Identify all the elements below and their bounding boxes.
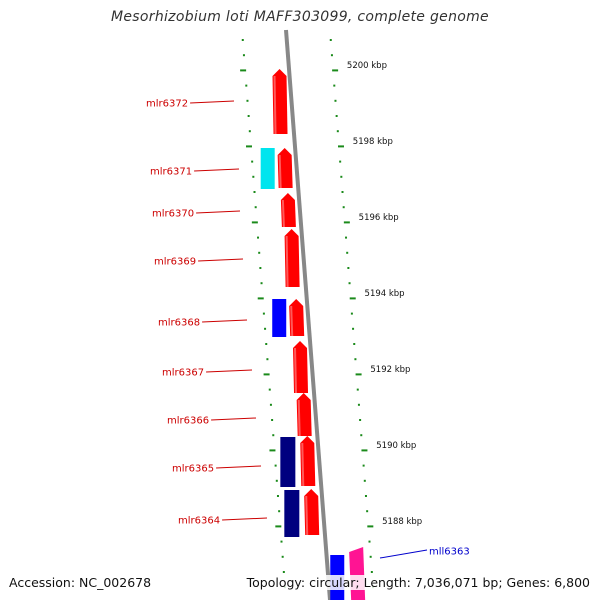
strand-block [284, 490, 300, 537]
label-leader [194, 168, 240, 172]
gene-arrow-mlr6369 [284, 229, 300, 287]
position-label: 5190 kbp [376, 441, 416, 451]
gene-label-mlr6365[interactable]: mlr6365 [172, 464, 214, 475]
accession-text: Accession: NC_002678 [9, 575, 152, 590]
gene-arrow-mlr6364 [304, 489, 320, 535]
position-label: 5194 kbp [365, 289, 405, 299]
gene-arrow-mlr6367 [293, 341, 309, 393]
position-labels: 5200 kbp 5198 kbp 5196 kbp 5194 kbp 5192 kbp… [347, 61, 422, 527]
label-leader [202, 319, 248, 323]
label-leader [190, 100, 235, 104]
map-title: Mesorhizobium loti MAFF303099, complete … [111, 9, 489, 25]
gene-arrow-mlr6366 [296, 393, 312, 436]
gene-label-mll6363[interactable]: mll6363 [429, 547, 470, 558]
gene-highlight [305, 495, 309, 536]
tick-track-right [329, 39, 375, 589]
gene-labels: mlr6372 mlr6371 mlr6370 mlr6369 mlr6368 mlr63… [146, 99, 470, 558]
gene-highlight [285, 235, 289, 288]
strand-block [260, 148, 275, 189]
position-label: 5200 kbp [347, 61, 387, 71]
gene-arrow-mlr6368 [289, 299, 305, 336]
position-label: 5198 kbp [353, 137, 393, 147]
position-label: 5188 kbp [382, 517, 422, 527]
label-leader [216, 465, 262, 469]
gene-label-mlr6367[interactable]: mlr6367 [162, 368, 204, 379]
strand-block [280, 437, 296, 487]
gene-arrow-mlr6371 [277, 148, 293, 188]
label-leader [211, 417, 257, 421]
label-leader [222, 517, 268, 521]
gene-label-mlr6368[interactable]: mlr6368 [158, 318, 200, 329]
label-leader [196, 210, 241, 214]
gene-label-mlr6366[interactable]: mlr6366 [167, 416, 209, 427]
gene-label-mlr6371[interactable]: mlr6371 [150, 167, 192, 178]
gene-highlight [281, 199, 285, 228]
gene-highlight [278, 154, 282, 189]
strand-block [272, 299, 287, 337]
gene-highlight [297, 399, 301, 437]
position-label: 5196 kbp [359, 213, 399, 223]
genome-summary: Topology: circular; Length: 7,036,071 bp… [246, 575, 590, 590]
label-leader [198, 258, 244, 262]
gene-label-mlr6372[interactable]: mlr6372 [146, 99, 188, 110]
gene-highlight [294, 347, 298, 394]
gene-label-mlr6369[interactable]: mlr6369 [154, 257, 196, 268]
genome-backbone [284, 29, 332, 600]
gene-highlight [273, 75, 277, 135]
gene-label-mlr6364[interactable]: mlr6364 [178, 516, 220, 527]
gene-arrow-mlr6365 [300, 436, 316, 486]
label-leader [379, 549, 428, 559]
gene-arrows [272, 69, 366, 600]
gene-arrow-mll6363 [349, 547, 366, 600]
label-leader [206, 369, 253, 373]
gene-highlight [301, 442, 305, 487]
gene-arrow-mlr6370 [280, 193, 296, 227]
position-label: 5192 kbp [370, 365, 410, 375]
gene-highlight [290, 305, 294, 337]
gene-arrow-mlr6372 [272, 69, 288, 134]
gene-label-mlr6370[interactable]: mlr6370 [152, 209, 194, 220]
label-leaders [190, 100, 428, 559]
